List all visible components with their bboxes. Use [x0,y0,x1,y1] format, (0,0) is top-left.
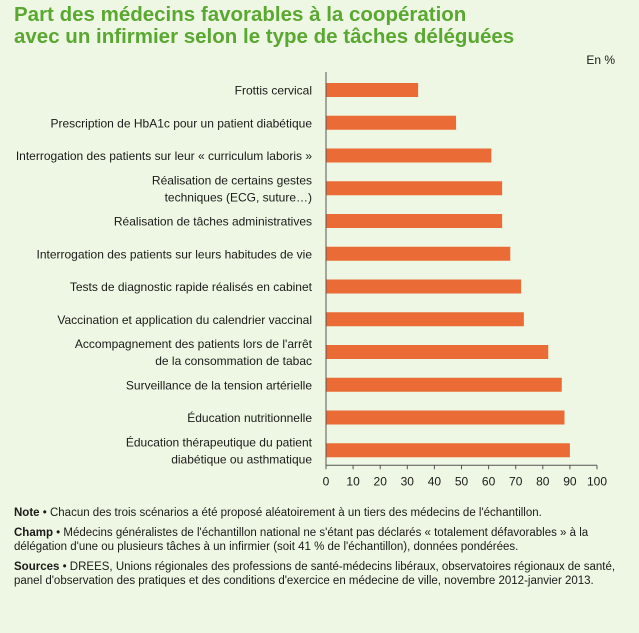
footnotes: Note • Chacun des trois scénarios a été … [14,506,626,594]
x-tick-label: 20 [374,474,388,488]
category-label: diabétique ou asthmatique [171,452,312,466]
sources-label: Sources [14,561,60,573]
champ-label: Champ [14,527,53,539]
bar [326,377,562,392]
category-label: Réalisation de tâches administratives [114,215,312,229]
bar [326,312,524,327]
category-label: Tests de diagnostic rapide réalisés en c… [70,280,313,294]
category-label: techniques (ECG, suture…) [165,190,312,204]
category-label: Éducation thérapeutique du patient [126,434,313,449]
category-label: Prescription de HbA1c pour un patient di… [50,116,312,130]
category-label: Interrogation des patients sur leur « cu… [16,149,312,163]
bar [326,83,419,97]
category-label: Interrogation des patients sur leurs hab… [36,247,312,261]
chart-area: En % Frottis cervical Prescription de HbA1… [0,50,639,500]
bar [326,443,570,458]
bar [326,345,549,359]
x-tick-label: 90 [563,474,577,488]
bar [326,279,522,294]
bar [326,214,503,228]
x-tick-label: 30 [401,474,415,488]
bar [326,115,457,130]
x-tick-label: 10 [346,474,360,488]
champ-text: • Médecins généralistes de l'échantillon… [14,527,589,553]
unit-label: En % [586,53,615,67]
category-label: Vaccination et application du calendrier… [57,313,312,327]
x-tick-label: 50 [455,474,469,488]
category-label: Frottis cervical [235,84,312,98]
x-tick-label: 70 [509,474,523,488]
note-label: Note [14,507,40,519]
x-tick-label: 40 [428,474,442,488]
bar [326,246,511,261]
x-tick-label: 60 [482,474,496,488]
category-label: Éducation nutritionnelle [187,410,312,425]
chart-title: Part des médecins favorables à la coopér… [14,4,634,48]
category-label: Surveillance de la tension artérielle [126,378,312,392]
chart-title-line-2: avec un infirmier selon le type de tâche… [14,25,515,48]
chart-title-line-1: Part des médecins favorables à la coopér… [14,3,467,26]
bar-chart: En % Frottis cervical Prescription de HbA1… [16,53,615,488]
sources-paragraph: Sources • DREES, Unions régionales des p… [14,560,626,588]
x-tick-label: 0 [323,474,330,488]
x-tick-label: 100 [587,474,607,488]
bar [326,148,492,163]
category-label: de la consommation de tabac [155,354,312,368]
category-label: Réalisation de certains gestes [152,173,312,187]
note-paragraph: Note • Chacun des trois scénarios a été … [14,506,626,520]
bar [326,410,565,425]
note-text: • Chacun des trois scénarios a été propo… [39,507,542,519]
sources-text: • DREES, Unions régionales des professio… [14,561,616,587]
x-tick-label: 80 [536,474,550,488]
bar [326,181,503,196]
category-label: Accompagnement des patients lors de l'ar… [75,337,313,351]
champ-paragraph: Champ • Médecins généralistes de l'échan… [14,526,626,554]
